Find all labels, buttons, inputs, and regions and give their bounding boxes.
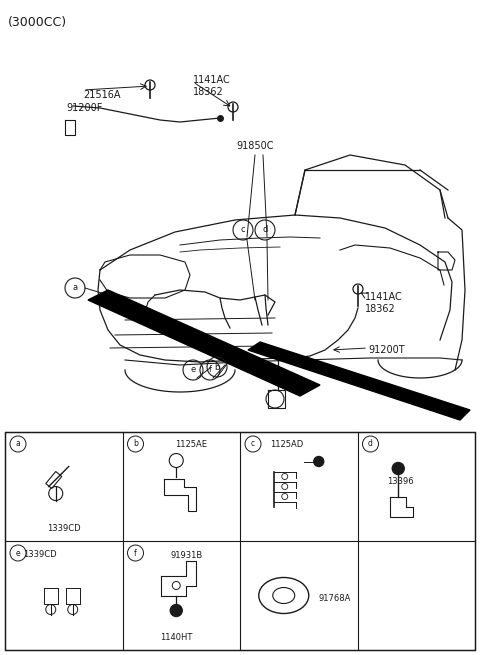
- Text: 1141AC: 1141AC: [365, 292, 403, 302]
- Circle shape: [170, 605, 182, 616]
- Text: 1339CD: 1339CD: [23, 550, 57, 559]
- Text: 91200F: 91200F: [66, 103, 102, 113]
- Text: 1125AD: 1125AD: [270, 440, 303, 449]
- Circle shape: [314, 457, 324, 466]
- Text: a: a: [72, 284, 78, 293]
- Text: 13396: 13396: [387, 477, 414, 486]
- Text: (3000CC): (3000CC): [8, 16, 67, 29]
- Text: d: d: [368, 440, 373, 449]
- Text: e: e: [191, 365, 196, 375]
- Text: a: a: [16, 440, 20, 449]
- Text: 1125AE: 1125AE: [175, 440, 207, 449]
- Text: 91931B: 91931B: [170, 551, 203, 560]
- Text: e: e: [16, 548, 20, 557]
- Text: b: b: [133, 440, 138, 449]
- Text: 1141AC: 1141AC: [193, 75, 231, 85]
- Text: f: f: [134, 548, 137, 557]
- Text: 18362: 18362: [193, 87, 224, 97]
- Text: 91768A: 91768A: [319, 594, 351, 603]
- Text: 91200T: 91200T: [368, 345, 405, 355]
- Polygon shape: [248, 342, 470, 420]
- Text: c: c: [240, 225, 245, 234]
- Bar: [5, 432, 475, 650]
- Text: 1339CD: 1339CD: [47, 524, 81, 533]
- Text: d: d: [262, 225, 268, 234]
- Text: f: f: [208, 365, 212, 375]
- Text: b: b: [214, 362, 220, 371]
- Circle shape: [392, 462, 404, 474]
- Text: c: c: [251, 440, 255, 449]
- Polygon shape: [88, 290, 320, 396]
- Text: 1140HT: 1140HT: [160, 633, 192, 642]
- Text: 91850C: 91850C: [236, 141, 274, 151]
- Text: 21516A: 21516A: [83, 90, 120, 100]
- Text: 18362: 18362: [365, 304, 396, 314]
